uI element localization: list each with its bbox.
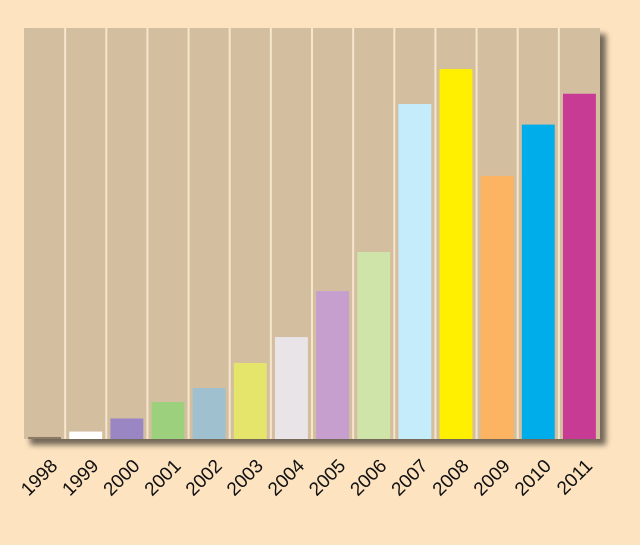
- bar-2002: [192, 388, 226, 439]
- bar-2006: [357, 251, 391, 439]
- x-tick-label-2008: 2008: [429, 456, 474, 501]
- bar-2000: [110, 418, 144, 439]
- x-tick-label-2011: 2011: [553, 456, 597, 500]
- x-tick-label-2006: 2006: [347, 456, 392, 501]
- x-tick-label-2009: 2009: [470, 456, 515, 501]
- bar-2007: [398, 104, 432, 439]
- bar-2010: [521, 124, 555, 440]
- bar-1998: [28, 436, 62, 439]
- x-tick-label-2007: 2007: [388, 456, 433, 501]
- x-tick-label-2001: 2001: [141, 456, 186, 501]
- x-tick-label-1998: 1998: [17, 456, 62, 501]
- bars: [28, 69, 596, 440]
- bar-1999: [69, 431, 103, 439]
- x-tick-label-2010: 2010: [511, 456, 556, 501]
- bar-2011: [562, 93, 596, 439]
- bar-2003: [233, 362, 267, 439]
- x-tick-label-1999: 1999: [59, 456, 104, 501]
- bar-2009: [480, 175, 514, 439]
- bar-2005: [316, 291, 350, 439]
- x-tick-label-2003: 2003: [223, 456, 268, 501]
- x-tick-labels: 1998199920002001200220032004200520062007…: [17, 455, 597, 500]
- bar-2001: [151, 402, 185, 439]
- x-tick-label-2002: 2002: [182, 456, 227, 501]
- bar-2008: [439, 69, 473, 439]
- column-separators: [64, 28, 560, 439]
- bar-2004: [274, 337, 308, 439]
- x-tick-label-2005: 2005: [305, 456, 350, 501]
- x-tick-label-2000: 2000: [100, 456, 145, 501]
- x-tick-label-2004: 2004: [264, 455, 309, 500]
